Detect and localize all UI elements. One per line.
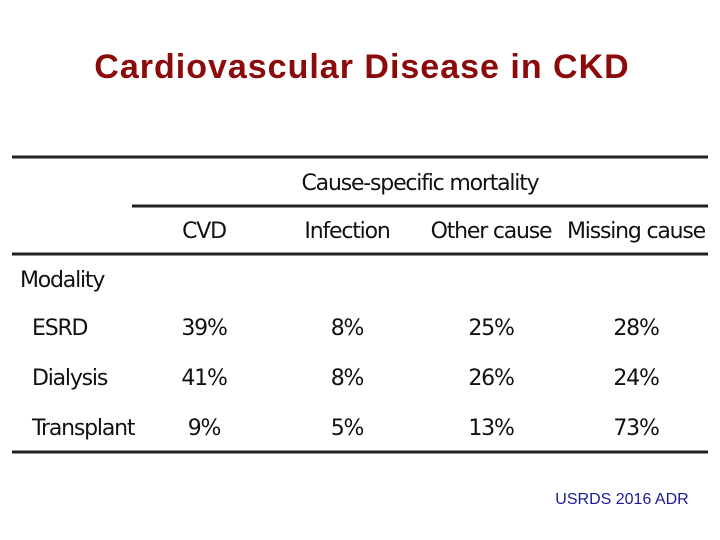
table-cell: 28% [613,316,659,341]
table-cell: 26% [468,366,514,391]
table-cell: 41% [181,366,227,391]
group-header: Cause-specific mortality [302,171,540,196]
row-label: Dialysis [32,366,108,391]
table-cell: 13% [468,416,514,441]
table: Cause-specific mortality Modality CVD Inf… [12,155,708,454]
source-note: USRDS 2016 ADR [555,491,688,508]
slide-title: Cardiovascular Disease in CKD [94,48,629,86]
table-cell: 24% [613,366,659,391]
column-header: Other cause [431,219,552,244]
table-body: CVD Infection Other cause Missing cause ESRD… [31,219,707,441]
row-label: ESRD [32,316,88,341]
table-cell: 25% [468,316,514,341]
row-group-label: Modality [20,268,105,293]
table-cell: 9% [188,416,221,441]
table-cell: 8% [331,316,364,341]
table-cell: 39% [181,316,227,341]
table-cell: 73% [613,416,659,441]
column-header: CVD [182,219,226,244]
column-header: Infection [304,219,389,244]
column-header: Missing cause [567,219,706,244]
table-cell: 8% [331,366,364,391]
table-cell: 5% [331,416,364,441]
row-label: Transplant [31,416,136,441]
